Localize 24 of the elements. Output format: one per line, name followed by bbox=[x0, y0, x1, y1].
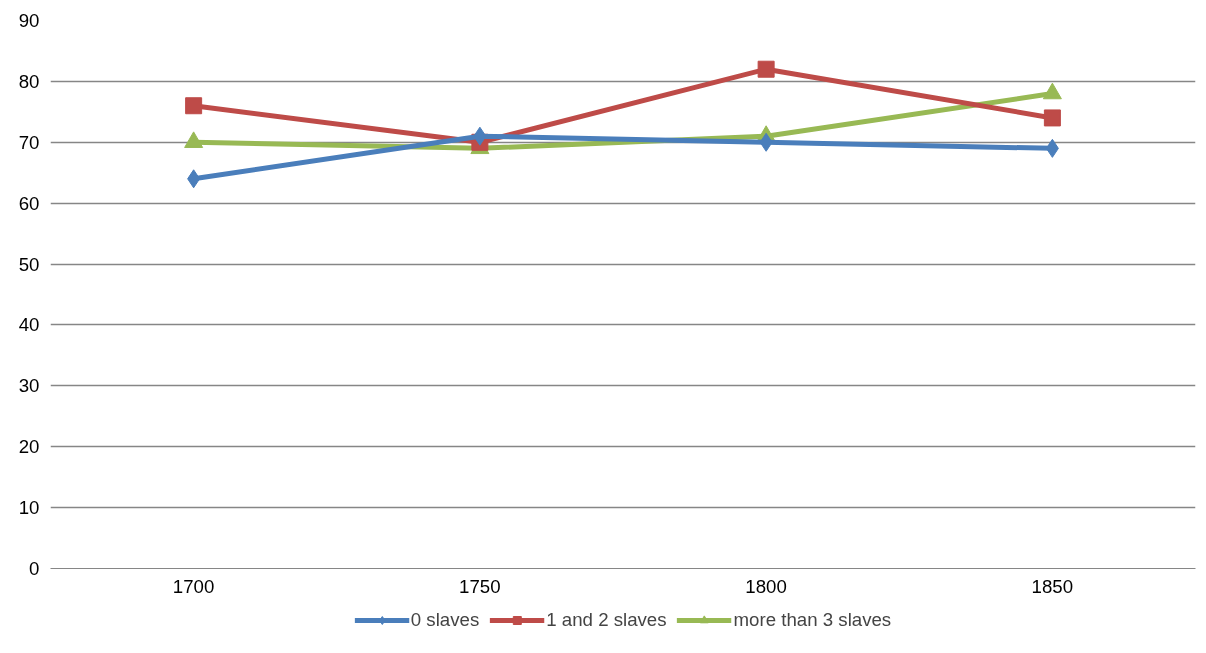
y-tick-label: 40 bbox=[18, 314, 40, 336]
legend-label: 0 slaves bbox=[410, 609, 480, 631]
x-tick-label: 1750 bbox=[459, 575, 501, 597]
y-tick-label: 20 bbox=[18, 436, 40, 458]
point bbox=[1043, 109, 1061, 127]
y-tick-label: 80 bbox=[18, 70, 40, 92]
point bbox=[187, 169, 201, 189]
x-tick-label: 1850 bbox=[1031, 575, 1074, 597]
point bbox=[185, 97, 203, 115]
y-tick-label: 90 bbox=[18, 10, 40, 31]
x-tick-label: 1800 bbox=[745, 575, 787, 597]
x-tick-label: 1700 bbox=[172, 575, 215, 597]
y-tick-label: 60 bbox=[18, 192, 40, 214]
legend-label: more than 3 slaves bbox=[733, 609, 892, 631]
legend-label: 1 and 2 slaves bbox=[546, 609, 667, 631]
point bbox=[757, 60, 775, 78]
y-tick-label: 50 bbox=[18, 253, 40, 275]
point bbox=[759, 132, 773, 152]
y-tick-label: 0 bbox=[29, 558, 40, 579]
y-tick-label: 10 bbox=[18, 497, 40, 519]
point bbox=[473, 126, 487, 146]
point bbox=[1045, 138, 1059, 158]
y-tick-label: 70 bbox=[18, 131, 40, 153]
y-tick-label: 30 bbox=[18, 375, 40, 397]
